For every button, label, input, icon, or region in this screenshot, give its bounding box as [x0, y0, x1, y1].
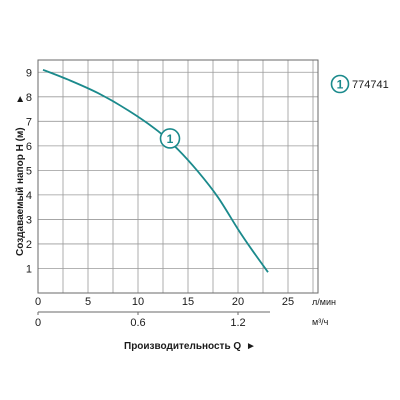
x2-tick-label: 0.6	[130, 317, 145, 329]
x2-axis-ticks: 0 0.6 1.2	[35, 311, 270, 329]
x-tick-label: 0	[35, 296, 41, 308]
series-marker: 1	[159, 128, 181, 149]
x-tick-label: 10	[132, 296, 144, 308]
y-tick-label: 6	[26, 141, 32, 153]
series-marker-number: 1	[167, 132, 174, 146]
y-tick-label: 5	[26, 165, 32, 177]
x-axis-ticks: 0 5 10 15 20 25	[35, 296, 294, 308]
series-marker-circle	[159, 128, 181, 149]
x-tick-label: 25	[282, 296, 294, 308]
legend-marker-circle	[330, 74, 350, 94]
y-tick-label: 4	[26, 190, 32, 202]
x-unit-label: л/мин	[312, 297, 336, 307]
y-axis-title-text: Создаваемый напор H (м)	[15, 127, 26, 256]
x-tick-label: 20	[232, 296, 244, 308]
y-tick-label: 9	[26, 67, 32, 79]
plot-border	[37, 59, 319, 294]
x2-tick-label: 1.2	[230, 317, 245, 329]
x-tick-label: 5	[85, 296, 91, 308]
y-tick-label: 7	[26, 116, 32, 128]
legend-series-name: 774741	[352, 79, 389, 91]
legend-marker-number: 1	[337, 78, 344, 92]
x-tick-label: 15	[182, 296, 194, 308]
y-tick-label: 8	[26, 92, 32, 104]
legend: 1 774741	[330, 74, 389, 94]
x-axis-title-text: Производительность Q	[124, 341, 241, 352]
y-axis-ticks: 1 2 3 4 5 6 7 8 9	[26, 67, 32, 275]
y-axis-title: Создаваемый напор H (м) ►	[15, 94, 26, 256]
x-axis-title: Производительность Q ►	[124, 341, 256, 352]
series-line-774741	[42, 68, 269, 273]
y-tick-label: 3	[26, 214, 32, 226]
y-tick-label: 1	[26, 263, 32, 275]
series-lines: 1	[42, 68, 269, 273]
plot-frame	[37, 59, 319, 294]
grid	[38, 60, 318, 293]
x2-unit-label: м³/ч	[312, 317, 329, 327]
x2-tick-label: 0	[35, 317, 41, 329]
y-tick-label: 2	[26, 239, 32, 251]
x-axis-title-arrow: ►	[246, 341, 256, 352]
y-axis-title-arrow: ►	[15, 94, 26, 104]
